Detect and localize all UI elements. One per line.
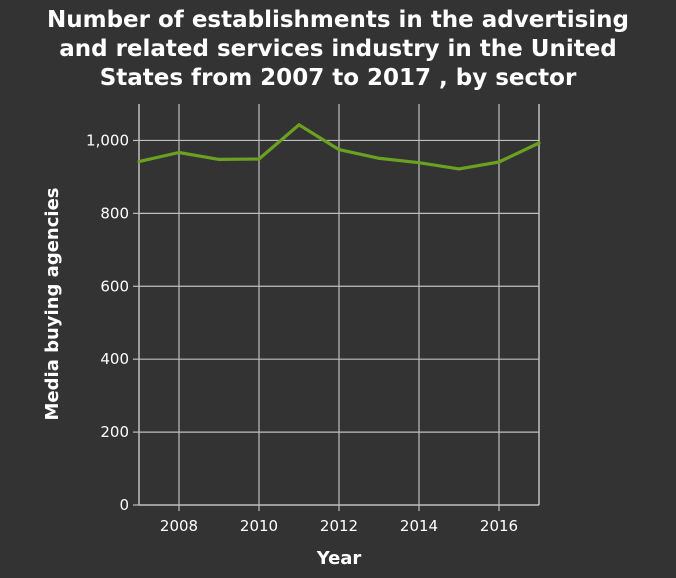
series-lines bbox=[137, 123, 541, 171]
chart-title-line-3: States from 2007 to 2017 , by sector bbox=[99, 65, 577, 91]
chart-title-line-2: and related services industry in the Uni… bbox=[59, 36, 617, 62]
data-point bbox=[257, 157, 261, 161]
y-tick-label: 800 bbox=[100, 204, 129, 222]
data-point bbox=[137, 160, 141, 164]
data-point bbox=[297, 123, 301, 127]
grid-lines bbox=[133, 104, 540, 511]
data-point bbox=[537, 141, 541, 145]
data-point bbox=[417, 161, 421, 165]
x-tick-label: 2008 bbox=[160, 517, 198, 535]
tick-labels: 0 200 400 600 800 1,000 2008 2010 2012 2014 2016 bbox=[86, 131, 518, 535]
y-tick-label: 400 bbox=[100, 350, 129, 368]
y-tick-label: 0 bbox=[119, 496, 129, 514]
y-tick-label: 600 bbox=[100, 277, 129, 295]
y-tick-label: 200 bbox=[100, 423, 129, 441]
data-point bbox=[377, 156, 381, 160]
data-point bbox=[497, 160, 501, 164]
data-point bbox=[457, 167, 461, 171]
chart-title: Number of establishments in the advertis… bbox=[0, 6, 676, 93]
x-tick-label: 2016 bbox=[480, 517, 518, 535]
x-tick-label: 2012 bbox=[320, 517, 358, 535]
x-tick-label: 2014 bbox=[400, 517, 438, 535]
data-point bbox=[177, 150, 181, 154]
data-point bbox=[217, 157, 221, 161]
x-axis-title: Year bbox=[316, 548, 362, 569]
y-tick-label: 1,000 bbox=[86, 131, 129, 149]
x-tick-label: 2010 bbox=[240, 517, 278, 535]
chart-title-line-1: Number of establishments in the advertis… bbox=[47, 7, 629, 33]
y-axis-title: Media buying agencies bbox=[42, 188, 63, 421]
data-point bbox=[337, 148, 341, 152]
